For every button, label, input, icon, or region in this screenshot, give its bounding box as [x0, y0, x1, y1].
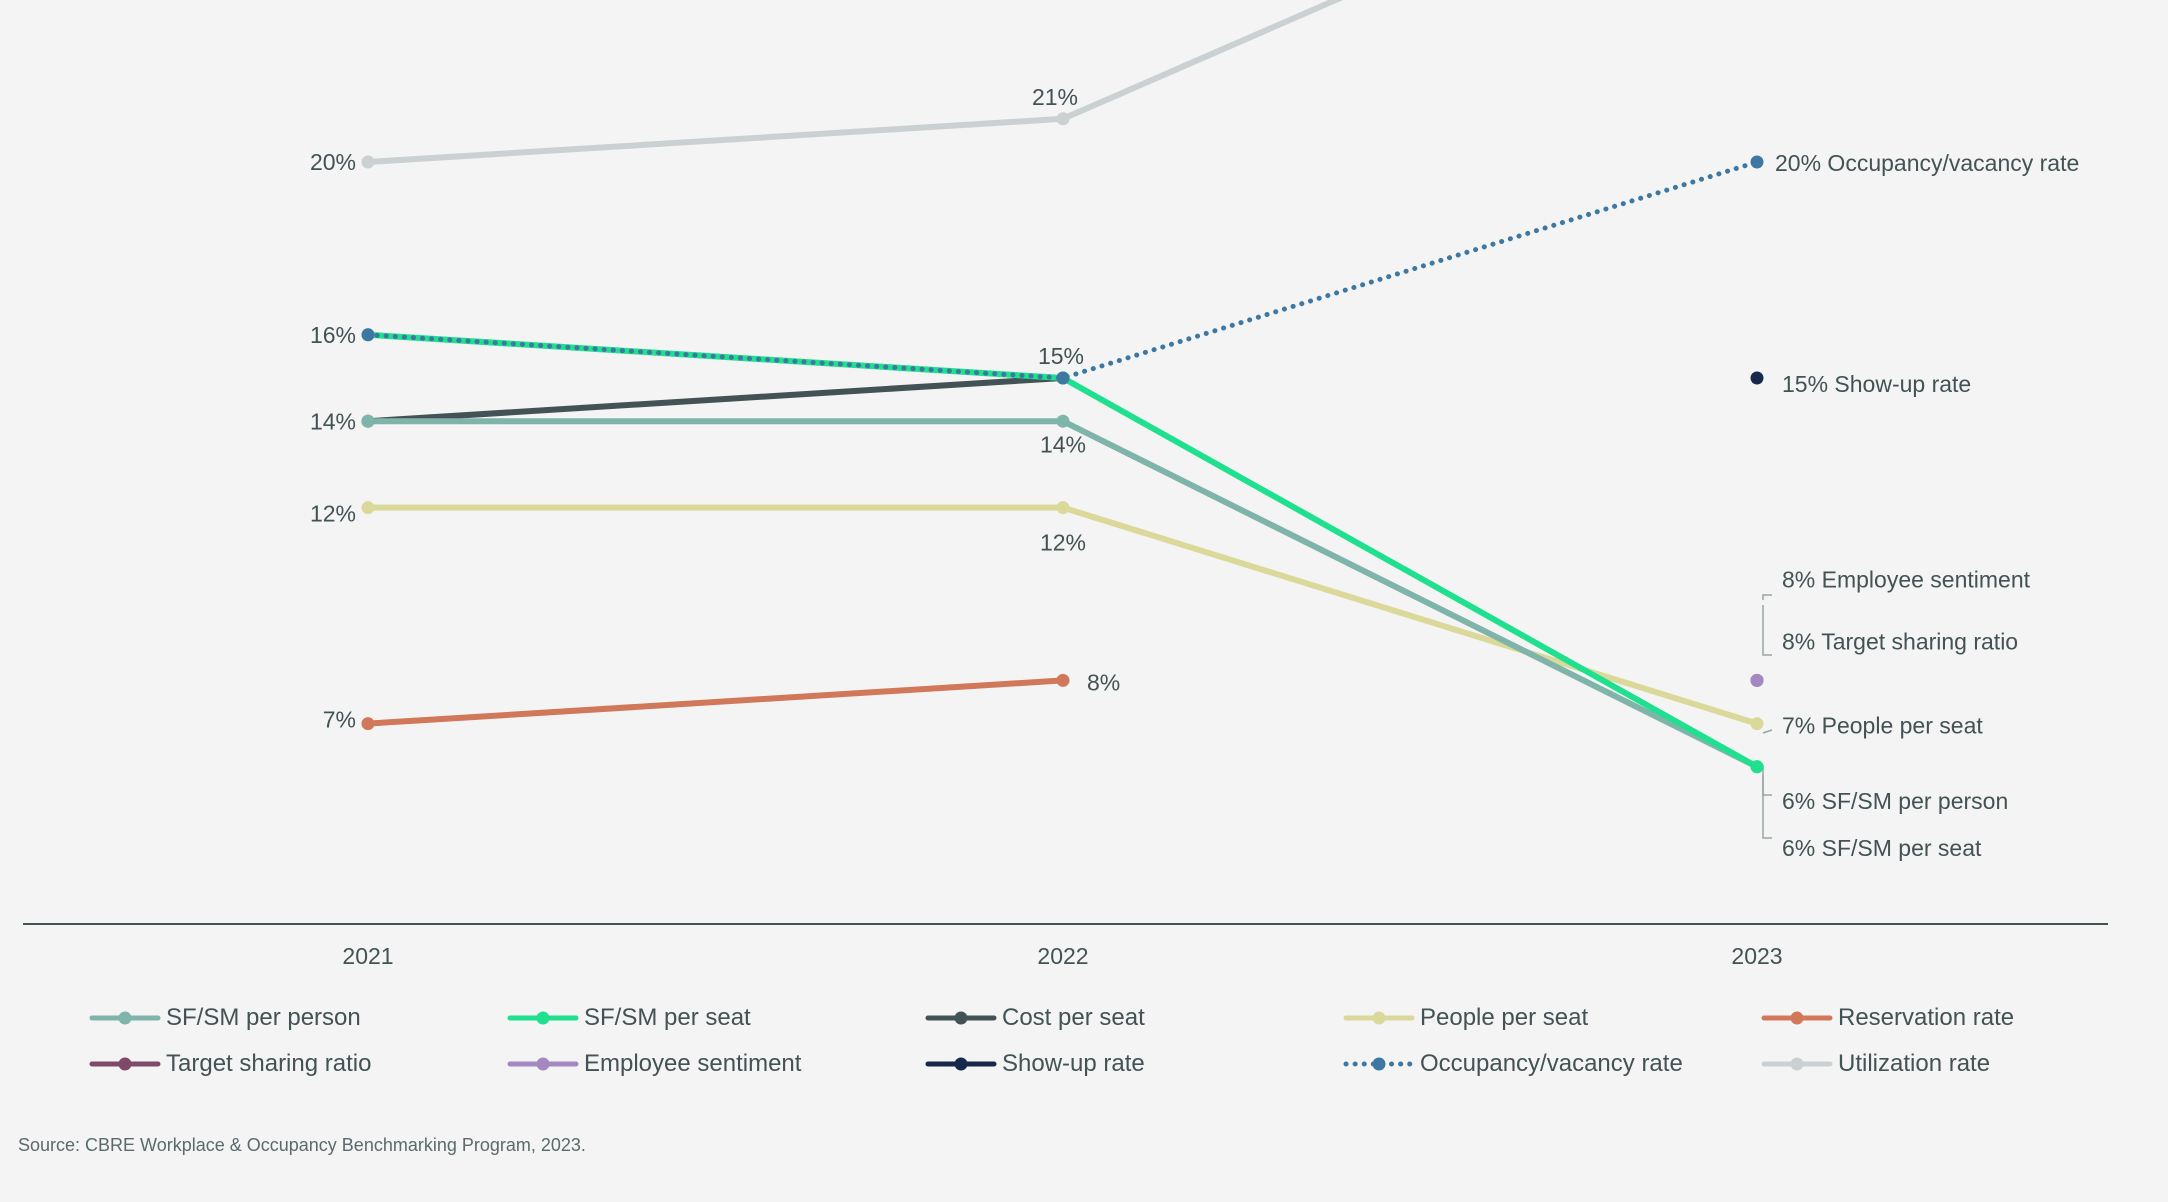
leader-people-per-seat — [1762, 729, 1773, 734]
legend-item-target-sharing-ratio: Target sharing ratio — [88, 1050, 506, 1077]
point-reservation-rate-1 — [1056, 673, 1070, 687]
data-label-utilization-rate-1: 21% — [1032, 84, 1078, 110]
data-label-reservation-rate-1: 8% — [1087, 669, 1120, 695]
legend-label-reservation-rate: Reservation rate — [1838, 1004, 2015, 1031]
legend-swatch-employee-sentiment — [507, 1057, 579, 1071]
legend-swatch-sf-sm-per-seat — [507, 1011, 579, 1025]
legend-label-sf-sm-per-seat: SF/SM per seat — [584, 1004, 751, 1031]
legend-swatch-target-sharing-ratio — [89, 1057, 161, 1071]
legend-marker-employee-sentiment — [536, 1057, 550, 1071]
point-reservation-rate-0 — [361, 717, 375, 731]
legend-label-sf-sm-per-person: SF/SM per person — [166, 1004, 361, 1031]
legend-marker-people-per-seat — [1372, 1011, 1386, 1025]
leader-target-sharing-ratio — [1762, 605, 1772, 656]
leader-sf-sm-per-person — [1762, 765, 1772, 796]
data-label-sf-sm-per-person-1: 14% — [1040, 431, 1086, 457]
data-label-sf-sm-per-person-2: 6% SF/SM per person — [1782, 788, 2008, 814]
data-label-occupancy-vacancy-rate-1: 15% — [1038, 343, 1084, 369]
legend-item-people-per-seat: People per seat — [1342, 1004, 1760, 1031]
legend-marker-sf-sm-per-person — [118, 1011, 132, 1025]
point-utilization-rate-0 — [361, 155, 375, 169]
x-tick-label-2021: 2021 — [342, 943, 393, 969]
data-label-cost-per-seat-0: 14% — [310, 408, 356, 434]
series-line-utilization-rate — [365, 0, 1344, 165]
point-employee-sentiment-0 — [1750, 673, 1764, 687]
legend-marker-reservation-rate — [1790, 1011, 1804, 1025]
series-line-sf-sm-per-person — [365, 418, 1760, 770]
legend-item-sf-sm-per-seat: SF/SM per seat — [506, 1004, 924, 1031]
series-line-occupancy-vacancy-rate — [365, 159, 1760, 381]
series-line-cost-per-seat — [365, 375, 1066, 425]
source-note: Source: CBRE Workplace & Occupancy Bench… — [18, 1135, 586, 1155]
legend-label-employee-sentiment: Employee sentiment — [584, 1050, 802, 1077]
legend-label-cost-per-seat: Cost per seat — [1002, 1004, 1145, 1031]
legend-item-show-up-rate: Show-up rate — [924, 1050, 1342, 1077]
data-label-occupancy-vacancy-rate-2: 20% Occupancy/vacancy rate — [1775, 150, 2079, 176]
legend: SF/SM per person SF/SM per seat Cost per s… — [88, 1004, 2168, 1077]
legend-swatch-people-per-seat — [1343, 1011, 1415, 1025]
legend-swatch-utilization-rate — [1761, 1057, 1833, 1071]
legend-item-utilization-rate: Utilization rate — [1760, 1050, 2168, 1077]
legend-marker-sf-sm-per-seat — [536, 1011, 550, 1025]
legend-swatch-reservation-rate — [1761, 1011, 1833, 1025]
legend-swatch-cost-per-seat — [925, 1011, 997, 1025]
point-occupancy-vacancy-rate-2 — [1750, 155, 1764, 169]
legend-item-sf-sm-per-person: SF/SM per person — [88, 1004, 506, 1031]
point-occupancy-vacancy-rate-0 — [361, 328, 375, 342]
legend-marker-occupancy-vacancy-rate — [1372, 1057, 1386, 1071]
legend-item-reservation-rate: Reservation rate — [1760, 1004, 2168, 1031]
series-line-reservation-rate — [365, 677, 1066, 727]
point-utilization-rate-1 — [1056, 112, 1070, 126]
point-people-per-seat-1 — [1056, 501, 1070, 515]
leader-sf-sm-per-seat — [1762, 775, 1772, 839]
data-label-reservation-rate-0: 7% — [323, 707, 356, 733]
x-tick-label-2022: 2022 — [1037, 943, 1088, 969]
data-label-people-per-seat-0: 12% — [310, 501, 356, 527]
point-sf-sm-per-person-0 — [361, 414, 375, 428]
point-people-per-seat-0 — [361, 501, 375, 515]
legend-item-cost-per-seat: Cost per seat — [924, 1004, 1342, 1031]
legend-swatch-sf-sm-per-person — [89, 1011, 161, 1025]
legend-marker-show-up-rate — [954, 1057, 968, 1071]
data-label-show-up-rate-2: 15% Show-up rate — [1782, 371, 1971, 397]
legend-swatch-show-up-rate — [925, 1057, 997, 1071]
data-label-people-per-seat-2: 7% People per seat — [1782, 713, 1983, 739]
data-label-utilization-rate-0: 20% — [310, 149, 356, 175]
point-sf-sm-per-person-1 — [1056, 414, 1070, 428]
data-label-target-sharing-ratio-2: 8% Target sharing ratio — [1782, 628, 2018, 654]
legend-item-occupancy-vacancy-rate: Occupancy/vacancy rate — [1342, 1050, 1760, 1077]
x-tick-label-2023: 2023 — [1731, 943, 1782, 969]
legend-label-show-up-rate: Show-up rate — [1002, 1050, 1145, 1077]
legend-marker-utilization-rate — [1790, 1057, 1804, 1071]
leader-employee-sentiment — [1762, 594, 1772, 600]
legend-marker-target-sharing-ratio — [118, 1057, 132, 1071]
point-show-up-rate-0 — [1750, 371, 1764, 385]
legend-label-target-sharing-ratio: Target sharing ratio — [166, 1050, 372, 1077]
data-label-occupancy-vacancy-rate-0: 16% — [310, 322, 356, 348]
legend-marker-cost-per-seat — [954, 1011, 968, 1025]
legend-label-occupancy-vacancy-rate: Occupancy/vacancy rate — [1420, 1050, 1683, 1077]
data-label-people-per-seat-1: 12% — [1040, 530, 1086, 556]
legend-swatch-occupancy-vacancy-rate — [1343, 1057, 1415, 1071]
data-label-employee-sentiment-2: 8% Employee sentiment — [1782, 566, 2031, 592]
data-label-sf-sm-per-seat-2: 6% SF/SM per seat — [1782, 835, 1982, 861]
legend-label-people-per-seat: People per seat — [1420, 1004, 1589, 1031]
legend-label-utilization-rate: Utilization rate — [1838, 1050, 1991, 1077]
point-occupancy-vacancy-rate-1 — [1056, 371, 1070, 385]
legend-item-employee-sentiment: Employee sentiment — [506, 1050, 924, 1077]
point-sf-sm-per-seat-2 — [1750, 760, 1764, 774]
point-people-per-seat-2 — [1750, 717, 1764, 731]
